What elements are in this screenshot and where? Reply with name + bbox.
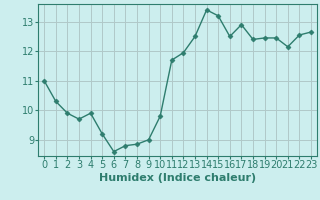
X-axis label: Humidex (Indice chaleur): Humidex (Indice chaleur) [99, 173, 256, 183]
